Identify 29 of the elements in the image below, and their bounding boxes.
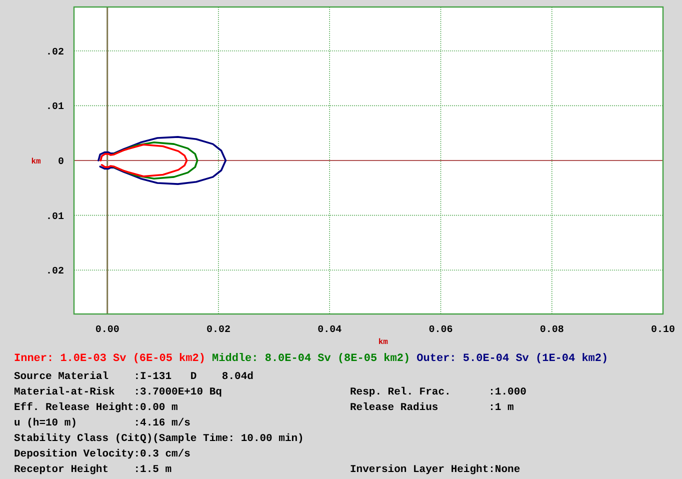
source-note: Source Material :I-131 D 8.04d <box>14 371 254 383</box>
text: Deposition Velocity:0.3 cm/s <box>14 448 190 460</box>
line-series <box>98 136 227 185</box>
text: Eff. Release Height:0.00 m <box>14 402 178 414</box>
text: Outer: 5.0E-04 Sv (1E-04 km2) <box>410 353 608 365</box>
text: Release Radius :1 m <box>350 402 514 414</box>
text: Receptor Height :1.5 m <box>14 464 172 476</box>
text: Material-at-Risk :3.7000E+10 Bq <box>14 386 222 398</box>
y-tick-label: .02 <box>46 266 64 278</box>
text: Middle: 8.0E-04 Sv (8E-05 km2) <box>205 353 410 365</box>
x-tick-label: 0.08 <box>540 325 564 336</box>
x-tick-label: 0.00 <box>95 325 120 336</box>
y-tick-label: 0 <box>58 157 64 168</box>
line-series <box>100 144 188 178</box>
text: Inner: 1.0E-03 Sv (6E-05 km2) <box>14 353 206 365</box>
x-tick-label: 0.10 <box>650 325 676 336</box>
text: Stability Class (CitQ)(Sample Time: 10.00 min) <box>14 433 304 445</box>
text: u (h=10 m) :4.16 m/s <box>14 418 190 430</box>
x-tick-label: 0.06 <box>428 325 453 336</box>
x-axis-title: km <box>378 338 388 347</box>
text: Inversion Layer Height:None <box>350 464 520 476</box>
y-tick-label: .01 <box>46 212 64 223</box>
line-series <box>113 142 198 180</box>
x-tick-label: 0.04 <box>318 325 342 336</box>
x-tick-label: 0.02 <box>206 325 230 336</box>
text: Resp. Rel. Frac. :1.000 <box>350 386 526 398</box>
y-axis-title: km <box>31 158 41 166</box>
y-tick-label: .02 <box>46 47 64 58</box>
y-tick-label: .01 <box>46 102 64 114</box>
